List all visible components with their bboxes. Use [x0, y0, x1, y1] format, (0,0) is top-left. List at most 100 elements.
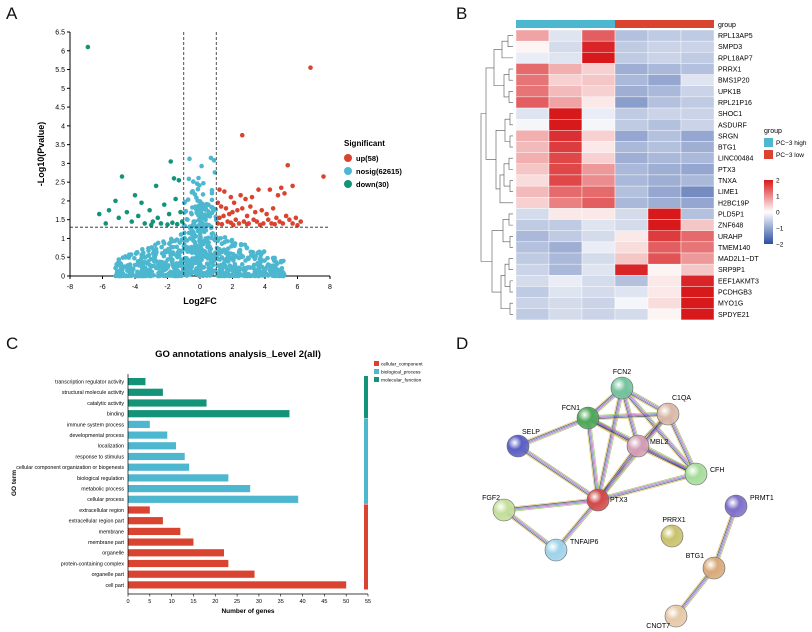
- heatmap-cell: [548, 52, 583, 64]
- heatmap-cell: [515, 152, 550, 164]
- heatmap-cell: [680, 107, 715, 120]
- nosig-point: [278, 258, 284, 264]
- heatmap-cell: [614, 130, 649, 142]
- heatmap-cell: [647, 63, 682, 75]
- nosig-point: [198, 228, 203, 233]
- up-point: [290, 183, 295, 189]
- nosig-point: [199, 257, 204, 263]
- heatmap-cell: [680, 297, 715, 309]
- protein-node: [576, 406, 600, 430]
- heatmap-cell: [515, 208, 550, 220]
- nosig-point: [170, 251, 176, 257]
- heatmap-cell: [548, 308, 583, 321]
- nosig-point: [263, 266, 268, 272]
- nosig-point: [186, 176, 192, 182]
- legend-swatch: [344, 154, 352, 162]
- network-edge: [597, 471, 696, 499]
- up-point: [285, 162, 291, 168]
- y-tick-label: 5: [61, 86, 65, 93]
- nosig-point: [184, 273, 190, 278]
- nosig-point: [257, 260, 262, 266]
- go-bar: [128, 527, 181, 535]
- nosig-point: [223, 250, 229, 256]
- y-tick-label: 3: [61, 161, 65, 168]
- up-point: [265, 217, 271, 222]
- volcano-plot: -8 -6 -4 -2 0 2 4 6 8 0 0.5 1 1.5 2 2.5 3 3.5 4 4.5 5 5.5 6 6.…: [36, 30, 402, 307]
- nosig-point: [155, 240, 161, 246]
- nosig-point: [139, 255, 144, 261]
- up-point: [254, 219, 260, 224]
- nosig-point: [193, 242, 198, 247]
- nosig-point: [163, 260, 168, 265]
- heatmap-cell: [647, 263, 682, 276]
- legend-label: biological_process: [381, 370, 421, 376]
- nosig-point: [208, 155, 214, 161]
- heatmap-cell: [515, 219, 550, 231]
- x-tick-label: 40: [299, 599, 305, 605]
- heatmap-cell: [680, 286, 715, 298]
- go-bar: [128, 420, 150, 428]
- heatmap-cell: [515, 85, 550, 98]
- heatmap-cell: [680, 252, 715, 265]
- down-point: [173, 196, 178, 202]
- protein-label: FCN2: [613, 369, 631, 376]
- up-point: [231, 200, 237, 206]
- group-annotation-cell: [648, 20, 681, 28]
- nosig-point: [207, 248, 213, 253]
- up-point: [275, 192, 281, 198]
- row-label: RPL18AP7: [718, 55, 753, 62]
- go-term-label: immune system process: [67, 422, 124, 428]
- network-edge: [595, 387, 621, 500]
- heatmap-cell: [515, 118, 550, 131]
- heatmap-cell: [614, 107, 649, 120]
- network-edge: [587, 413, 669, 419]
- nosig-point: [274, 272, 279, 278]
- down-point: [170, 220, 175, 225]
- heatmap-cell: [647, 219, 682, 231]
- network-edge: [518, 444, 599, 500]
- row-label: RPL13AP5: [718, 33, 753, 40]
- legend-label: nosig(62615): [356, 167, 402, 176]
- color-scale-tick: 0: [776, 210, 780, 217]
- nosig-point: [190, 229, 196, 235]
- nosig-point: [209, 187, 215, 193]
- network-edge: [517, 446, 598, 502]
- group-legend-label: PC−3 high: [776, 140, 807, 147]
- x-tick-label: 6: [296, 284, 300, 291]
- nosig-point: [114, 272, 119, 277]
- nosig-point: [202, 248, 207, 254]
- nosig-point: [244, 245, 250, 251]
- nosig-point: [206, 254, 212, 260]
- heatmap-cell: [581, 185, 616, 198]
- nosig-point: [168, 240, 173, 245]
- nosig-point: [209, 210, 215, 216]
- nosig-point: [201, 180, 206, 186]
- nosig-point: [201, 265, 206, 270]
- up-point: [235, 208, 240, 213]
- nosig-point: [203, 272, 209, 278]
- network-edge: [588, 417, 600, 500]
- nosig-point: [195, 246, 201, 252]
- heatmap-cell: [581, 63, 616, 75]
- x-tick-label: 55: [365, 599, 371, 605]
- nosig-point: [135, 250, 140, 255]
- nosig-point: [185, 217, 190, 222]
- heatmap-cell: [515, 74, 550, 86]
- heatmap-cell: [647, 163, 682, 176]
- group-legend-swatch: [764, 150, 773, 159]
- dendrogram-branch: [509, 113, 513, 126]
- category-bracket: [364, 418, 368, 504]
- dendrogram-branch: [503, 74, 509, 98]
- network-edge: [622, 387, 698, 474]
- row-label: BTG1: [718, 145, 736, 152]
- protein-node: [626, 434, 650, 458]
- nosig-point: [153, 265, 159, 271]
- heatmap-cell: [680, 152, 715, 164]
- row-label: UPK1B: [718, 89, 741, 96]
- nosig-point: [209, 197, 215, 203]
- go-term-label: biological regulation: [77, 476, 124, 482]
- nosig-point: [132, 255, 137, 261]
- protein-node: [492, 498, 516, 522]
- heatmap-cell: [581, 107, 616, 120]
- nosig-point: [142, 270, 148, 275]
